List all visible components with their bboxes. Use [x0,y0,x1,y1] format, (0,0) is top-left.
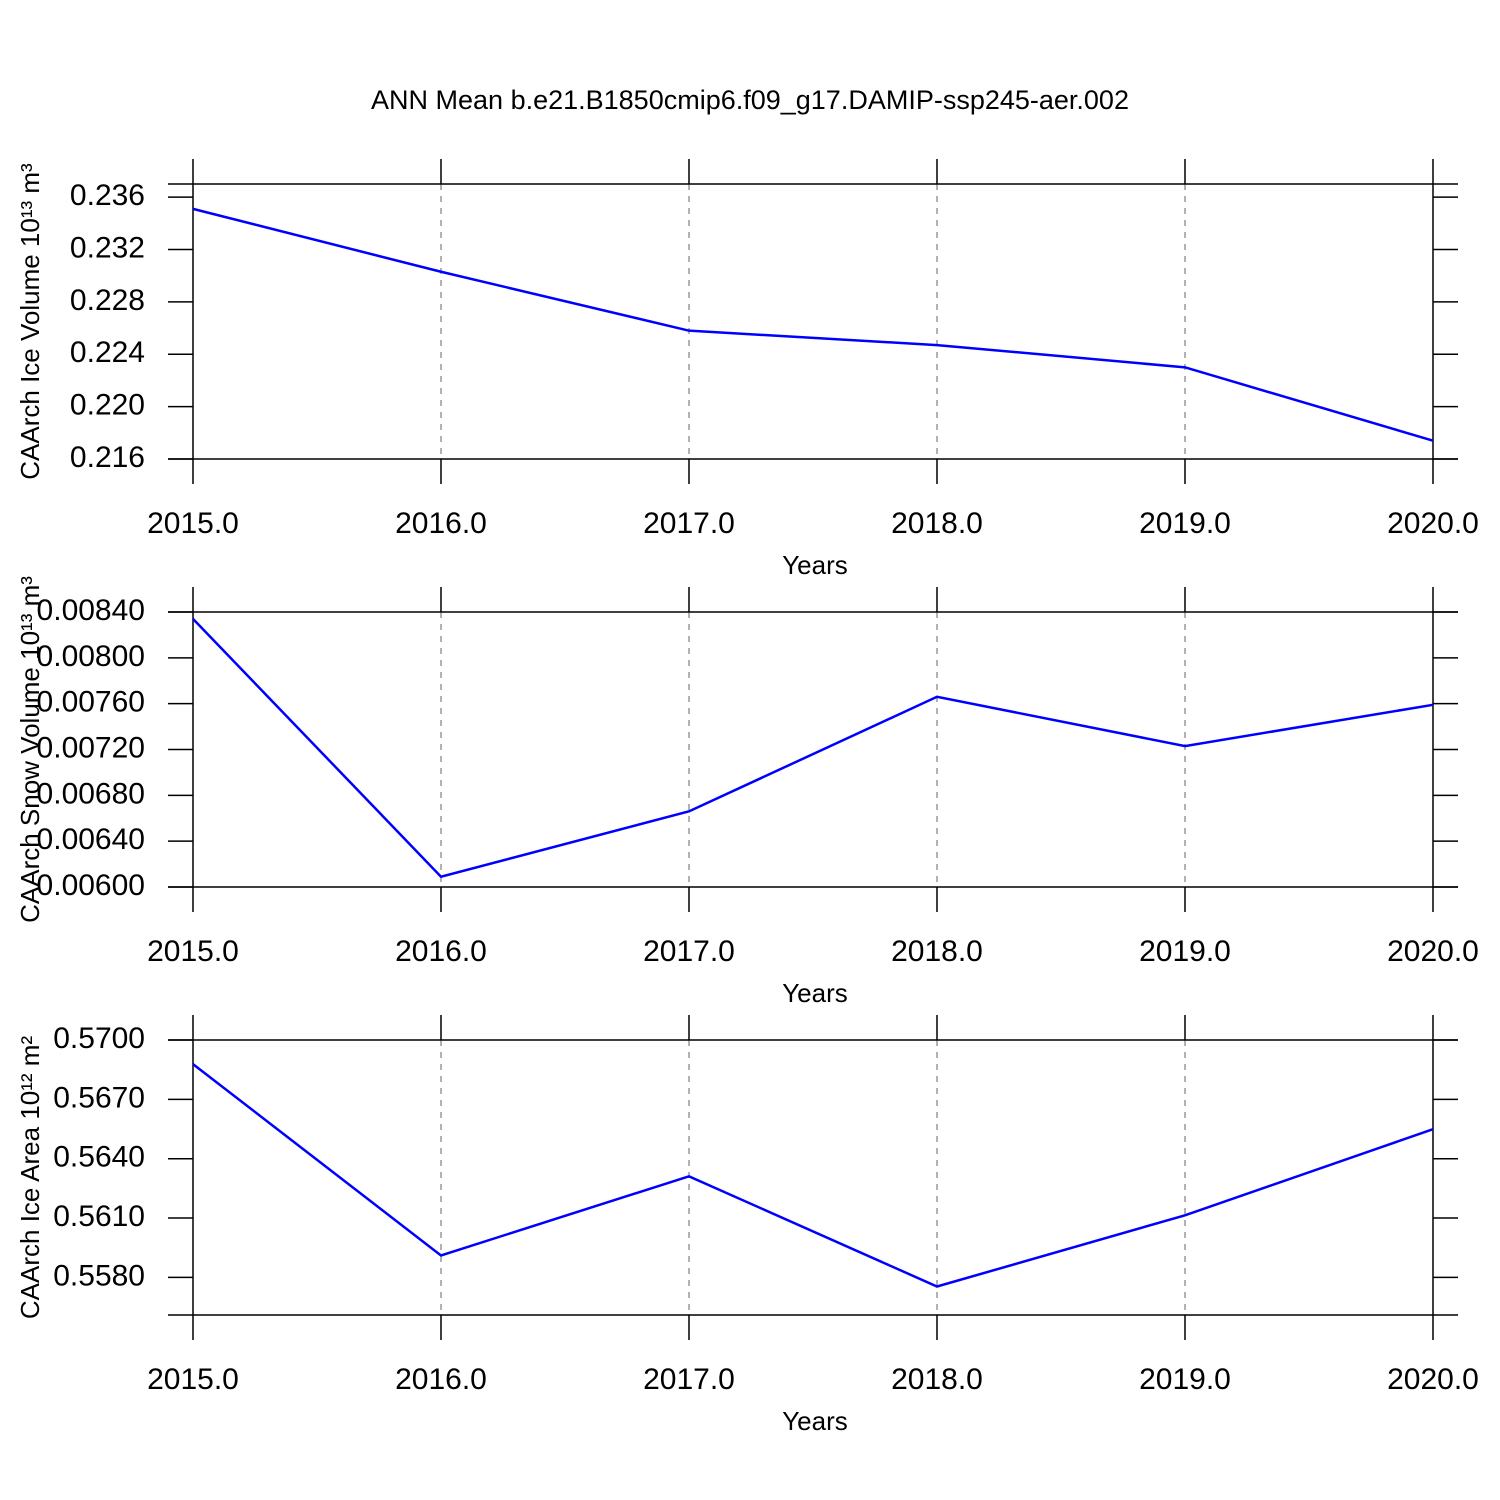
x-tick-label: 2020.0 [1387,935,1479,968]
x-tick-label: 2015.0 [147,1363,239,1396]
x-tick-label: 2015.0 [147,935,239,968]
x-tick-label: 2019.0 [1139,1363,1231,1396]
x-tick-label: 2015.0 [147,507,239,540]
x-axis-label: Years [782,1406,848,1436]
y-tick-label: 0.5580 [53,1259,145,1292]
y-tick-label: 0.216 [70,441,145,474]
y-tick-label: 0.5640 [53,1141,145,1174]
x-tick-label: 2018.0 [891,1363,983,1396]
x-tick-label: 2018.0 [891,507,983,540]
y-tick-label: 0.224 [70,336,145,369]
y-tick-label: 0.232 [70,231,145,264]
y-axis-label: CAArch Snow Volume 10¹³ m³ [15,576,45,923]
x-tick-label: 2016.0 [395,935,487,968]
y-axis-label: CAArch Ice Volume 10¹³ m³ [15,163,45,480]
y-tick-label: 0.00760 [37,686,145,719]
y-tick-label: 0.236 [70,179,145,212]
y-axis-label: CAArch Ice Area 10¹² m² [15,1036,45,1320]
y-tick-label: 0.00600 [37,869,145,902]
y-tick-label: 0.00840 [37,594,145,627]
y-tick-label: 0.00680 [37,777,145,810]
x-tick-label: 2017.0 [643,507,735,540]
data-line [192,1063,1434,1288]
x-tick-label: 2016.0 [395,507,487,540]
subplot: 2015.0 2016.0 2017.0 2018.0 2019.0 2020.0 0.00… [15,576,1479,1008]
y-tick-label: 0.220 [70,389,145,422]
y-tick-label: 0.5700 [53,1022,145,1055]
y-tick-label: 0.228 [70,284,145,317]
x-tick-label: 2019.0 [1139,507,1231,540]
x-tick-label: 2017.0 [643,935,735,968]
chart-title: ANN Mean b.e21.B1850cmip6.f09_g17.DAMIP-… [371,85,1129,115]
y-tick-label: 0.5670 [53,1081,145,1114]
x-tick-label: 2017.0 [643,1363,735,1396]
subplot: 2015.0 2016.0 2017.0 2018.0 2019.0 2020.0 0.21… [15,159,1479,580]
y-tick-label: 0.5610 [53,1200,145,1233]
x-axis-label: Years [782,550,848,580]
y-tick-label: 0.00640 [37,823,145,856]
x-axis-label: Years [782,978,848,1008]
y-tick-label: 0.00720 [37,731,145,764]
data-line [192,207,1434,442]
data-line [192,618,1434,879]
x-tick-label: 2016.0 [395,1363,487,1396]
x-tick-label: 2018.0 [891,935,983,968]
x-tick-label: 2020.0 [1387,1363,1479,1396]
x-tick-label: 2019.0 [1139,935,1231,968]
subplot: 2015.0 2016.0 2017.0 2018.0 2019.0 2020.0 0.55… [15,1015,1479,1436]
x-tick-label: 2020.0 [1387,507,1479,540]
y-tick-label: 0.00800 [37,640,145,673]
